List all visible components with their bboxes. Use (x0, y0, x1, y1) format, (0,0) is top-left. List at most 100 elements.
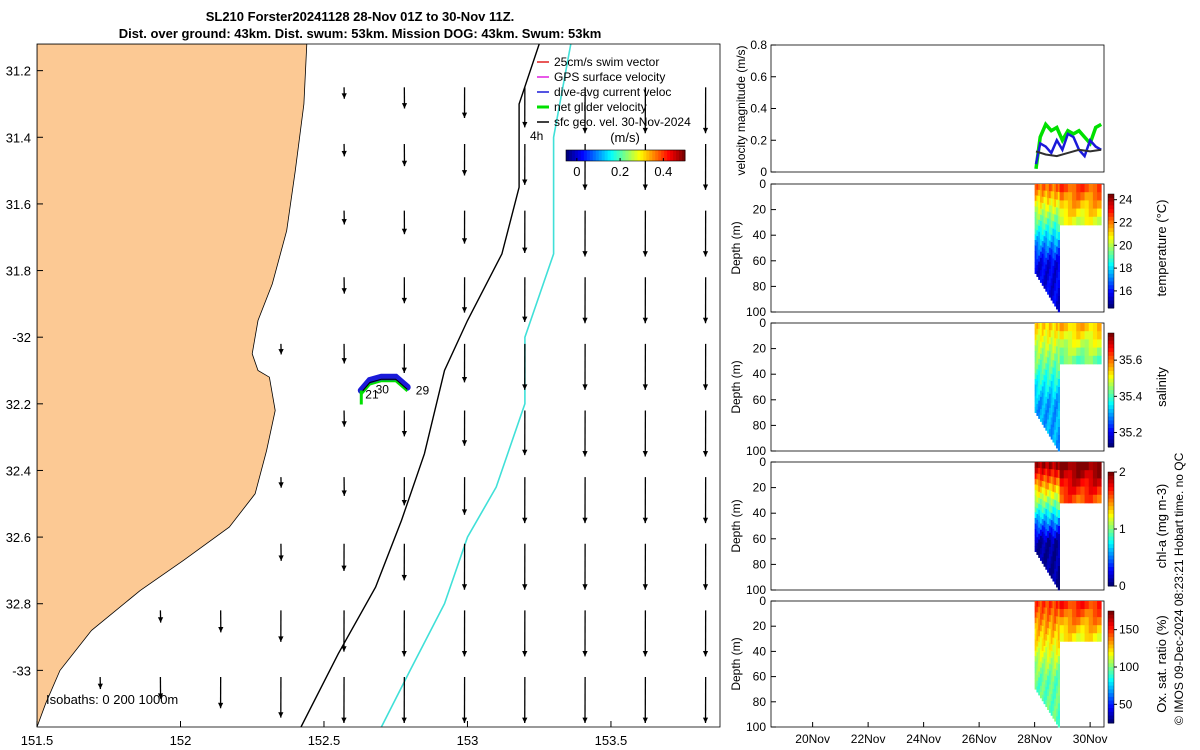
speed-colorbar-cell (637, 150, 641, 161)
section-cell (1057, 184, 1060, 193)
section-cell (1076, 216, 1081, 226)
section-cell (1038, 358, 1041, 366)
section-cell (1067, 200, 1073, 209)
legend-label: 25cm/s swim vector (554, 55, 659, 69)
section-cell (1056, 654, 1059, 663)
section-cell (1050, 512, 1053, 521)
section-cell (1084, 609, 1090, 618)
section-cell (1080, 601, 1085, 610)
time-x-tick-label: 30Nov (1073, 732, 1108, 746)
section-cell (1039, 403, 1043, 410)
section-cell (1045, 627, 1048, 635)
section-cell (1052, 184, 1055, 192)
section-cell (1034, 362, 1037, 369)
section-cell (1038, 515, 1041, 523)
section-cell (1097, 470, 1102, 479)
section-cell (1041, 215, 1044, 223)
section-cell (1048, 344, 1052, 352)
section-cell (1052, 352, 1055, 361)
section-cell (1050, 491, 1053, 499)
speed-colorbar-cell (604, 150, 609, 161)
section-cell (1084, 331, 1090, 340)
section-cell (1043, 223, 1046, 231)
depth-y-tick-label: 40 (753, 506, 767, 520)
section-cell (1052, 659, 1055, 668)
section-cell (1076, 601, 1081, 610)
section-cell (1052, 375, 1055, 383)
section-cell (1052, 213, 1055, 222)
section-cell (1038, 382, 1041, 390)
map-y-tick-label: 32.4 (6, 463, 31, 478)
section-cell (1043, 323, 1046, 330)
section-cell (1050, 256, 1053, 265)
speed-colorbar-cell (646, 150, 650, 161)
section-cell (1043, 190, 1046, 198)
section-cell (1050, 191, 1053, 199)
section-cell (1076, 355, 1081, 365)
section-cell (1041, 519, 1044, 526)
geo-velocity-arrowhead (702, 584, 709, 590)
section-cell (1047, 468, 1050, 477)
section-cell (1048, 422, 1052, 430)
section-cell (1048, 670, 1052, 679)
speed-colorbar-cell (625, 150, 629, 161)
section-cell (1052, 506, 1055, 515)
section-cell (1063, 494, 1069, 504)
section-cell (1050, 541, 1053, 550)
section-cell (1034, 512, 1037, 519)
colorbar-cell (1108, 304, 1114, 309)
section-cell (1063, 601, 1069, 610)
section-cell (1047, 419, 1050, 427)
section-cell (1045, 323, 1048, 331)
section-cell (1052, 367, 1055, 376)
geo-velocity-arrowhead (642, 251, 648, 257)
colorbar-cell (1108, 655, 1114, 661)
section-cell (1054, 507, 1057, 516)
colorbar-cell (1108, 696, 1114, 702)
section-cell (1057, 387, 1060, 396)
section-cell (1052, 491, 1055, 500)
section-cell (1047, 329, 1050, 338)
section-cell (1039, 251, 1043, 259)
colorbar-cell (1108, 355, 1114, 361)
section-cell (1034, 323, 1037, 329)
colorbar-cell (1108, 386, 1114, 391)
speed-colorbar-tick-label: 0 (573, 164, 580, 179)
geo-velocity-arrowhead (642, 517, 648, 524)
section-cell (1048, 415, 1052, 423)
geo-velocity-arrowhead (582, 127, 588, 134)
section-cell (1054, 399, 1057, 408)
colorbar-cell (1108, 213, 1114, 218)
section-cell (1050, 563, 1053, 572)
section-cell (1076, 323, 1081, 332)
section-cell (1063, 208, 1069, 218)
section-cell (1047, 655, 1050, 663)
geo-velocity-arrowhead (702, 451, 709, 457)
section-cell (1048, 351, 1052, 359)
colorbar-box (1107, 332, 1115, 448)
section-cell (1088, 609, 1094, 618)
section-cell (1034, 628, 1037, 635)
section-cell (1097, 601, 1102, 610)
colorbar-cell (1108, 633, 1114, 638)
section-cell (1034, 245, 1037, 252)
section-cell (1041, 669, 1044, 677)
section-cell (1059, 601, 1065, 610)
geo-velocity-arrowhead (582, 317, 588, 324)
section-cell (1056, 693, 1059, 702)
depth-y-tick-label: 80 (753, 418, 767, 432)
depth-y-label: Depth (m) (729, 499, 743, 552)
section-cell (1054, 576, 1057, 585)
section-cell (1039, 607, 1043, 614)
section-cell (1048, 358, 1052, 366)
speed-colorbar-cell (640, 150, 644, 161)
section-cell (1050, 556, 1053, 565)
colorbar-cell (1108, 266, 1114, 271)
section-cell (1048, 337, 1052, 345)
section-cell (1054, 561, 1057, 570)
section-cell (1043, 420, 1046, 428)
section-cell (1054, 500, 1057, 509)
section-cell (1088, 625, 1094, 634)
section-cell (1080, 355, 1085, 365)
